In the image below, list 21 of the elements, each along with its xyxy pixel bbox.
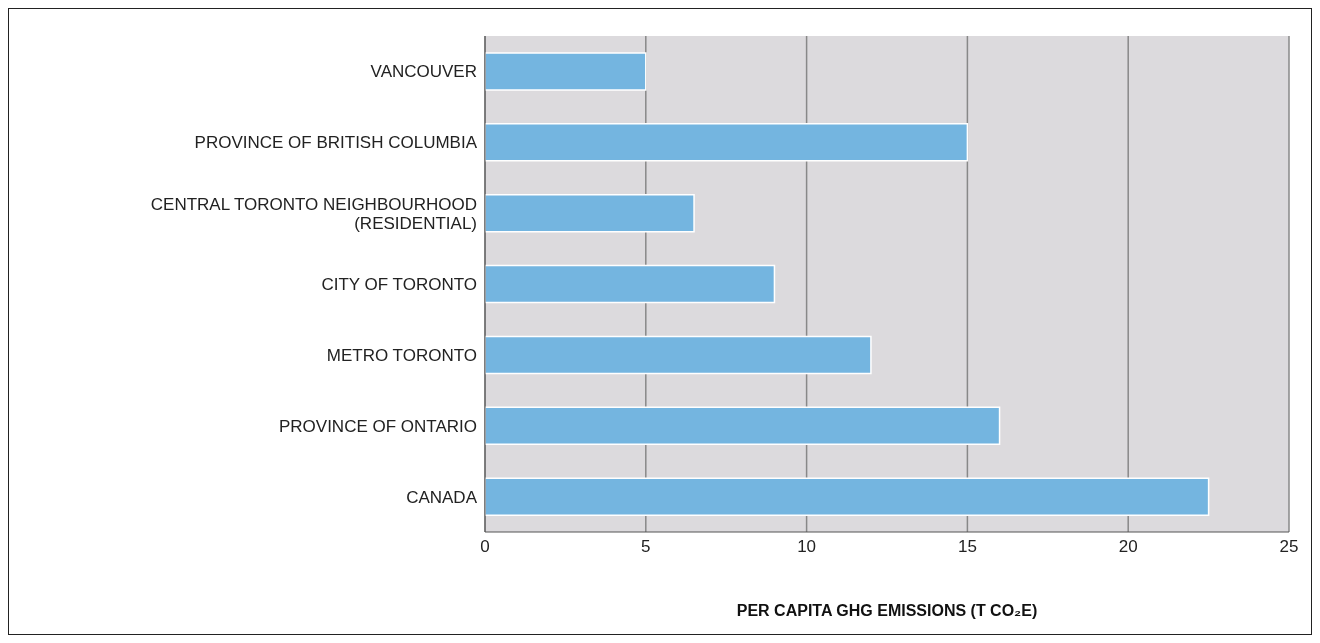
x-tick-label: 5 xyxy=(641,537,651,557)
x-tick-label: 15 xyxy=(957,537,977,557)
x-tick-label: 10 xyxy=(797,537,817,557)
y-tick-label: VANCOUVER xyxy=(370,61,477,81)
y-tick-label: PROVINCE OF ONTARIO xyxy=(278,416,477,436)
bar xyxy=(485,52,647,91)
x-tick-label: 0 xyxy=(480,537,490,557)
x-tick-label: 20 xyxy=(1118,537,1138,557)
y-tick-label: METRO TORONTO xyxy=(326,345,477,365)
bar xyxy=(485,335,872,375)
x-tick-label: 25 xyxy=(1279,537,1299,557)
y-tick-label: CANADA xyxy=(406,487,478,507)
bar xyxy=(485,193,695,233)
x-axis-title: PER CAPITA GHG EMISSIONS (T CO₂E) xyxy=(736,602,1038,619)
y-tick-label: PROVINCE OF BRITISH COLUMBIA xyxy=(194,132,478,152)
y-tick-label: CENTRAL TORONTO NEIGHBOURHOOD (RESIDENTIAL) xyxy=(150,194,477,233)
bar xyxy=(485,406,1001,446)
bar xyxy=(485,264,776,304)
bar xyxy=(485,477,1210,516)
bar xyxy=(485,123,969,162)
y-tick-label: CITY OF TORONTO xyxy=(321,274,477,294)
